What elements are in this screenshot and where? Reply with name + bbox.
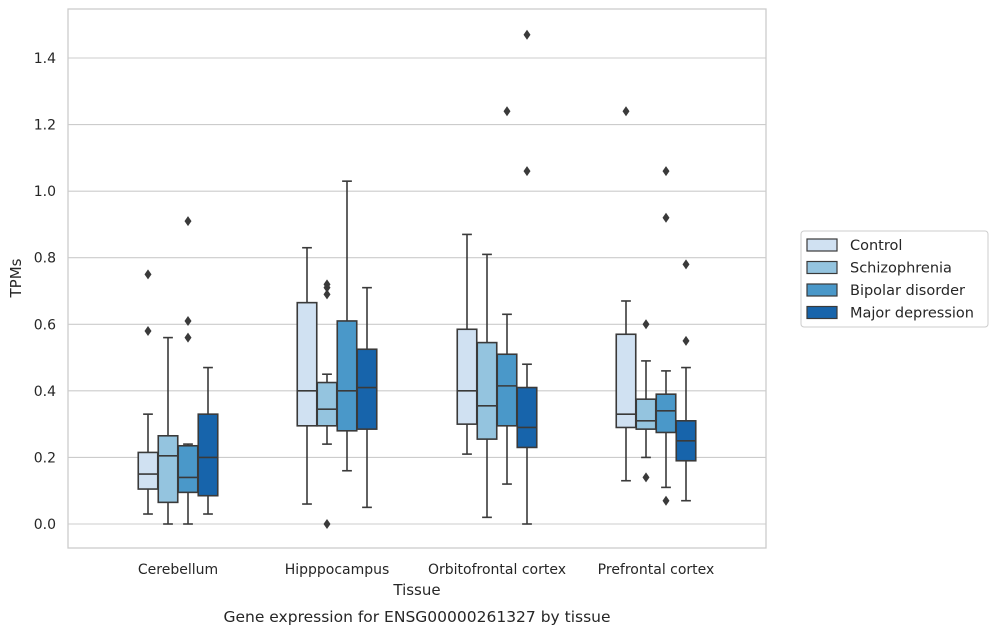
legend-swatch: [806, 260, 838, 275]
legend-swatch: [806, 283, 838, 297]
box: [615, 106, 637, 482]
outlier-point: [642, 472, 650, 483]
box-body: [615, 333, 637, 429]
box-body: [655, 393, 677, 434]
outlier-point: [642, 319, 650, 330]
x-tick-labels: Cerebellum Hipppocampus Orbitofrontal cort…: [138, 562, 714, 578]
box: [137, 269, 159, 515]
y-tick-label: 0.0: [34, 517, 56, 533]
box-body: [476, 341, 498, 440]
box: [655, 166, 677, 506]
legend-entry: Bipolar disorder: [806, 283, 965, 299]
series-control: [137, 106, 637, 515]
box-body: [316, 381, 338, 427]
box-body: [356, 348, 378, 430]
y-tick-label: 0.8: [34, 251, 56, 267]
y-tick-label: 0.6: [34, 317, 56, 333]
y-tick-label: 0.2: [34, 450, 56, 466]
outlier-point: [523, 29, 531, 40]
chart-caption: Gene expression for ENSG00000261327 by t…: [223, 608, 610, 626]
legend-swatch: [806, 305, 838, 320]
outlier-point: [323, 279, 331, 290]
box-body: [496, 353, 518, 427]
legend-label: Major depression: [850, 306, 974, 322]
box: [296, 246, 318, 505]
series-major-depression: [197, 29, 697, 525]
outlier-point: [523, 166, 531, 177]
legend: Control Schizophrenia Bipolar disorder Majo…: [800, 230, 989, 328]
box: [356, 286, 378, 509]
x-axis-label: Tissue: [392, 581, 440, 599]
y-tick-labels: 0.0 0.2 0.4 0.6 0.8 1.0 1.2 1.4: [34, 51, 56, 533]
box-body: [197, 413, 219, 497]
x-tick-label: Orbitofrontal cortex: [428, 562, 566, 578]
box-series: [137, 29, 697, 529]
box-body: [516, 386, 538, 449]
box: [316, 279, 338, 529]
outlier-point: [662, 212, 670, 223]
box-body: [137, 451, 159, 490]
outlier-point: [184, 216, 192, 227]
x-tick-label: Cerebellum: [138, 562, 218, 578]
x-tick-label: Hipppocampus: [285, 562, 390, 578]
legend-entry: Schizophrenia: [806, 260, 952, 277]
outlier-point: [682, 335, 690, 346]
legend-entry: Major depression: [806, 305, 974, 322]
y-tick-label: 0.4: [34, 384, 56, 400]
y-tick-label: 1.4: [34, 51, 56, 67]
outlier-point: [323, 519, 331, 529]
box-body: [296, 301, 318, 427]
box: [635, 319, 657, 483]
outlier-point: [503, 106, 511, 117]
box: [197, 366, 219, 515]
outlier-point: [144, 325, 152, 336]
box: [336, 180, 358, 472]
legend-swatch: [806, 238, 838, 252]
y-tick-label: 1.2: [34, 118, 56, 134]
legend-entry: Control: [806, 238, 902, 254]
y-axis-label: TPMs: [7, 258, 25, 298]
outlier-point: [682, 259, 690, 270]
box-body: [635, 398, 657, 430]
plot-frame: [67, 8, 767, 549]
outlier-point: [622, 106, 630, 117]
box-body: [336, 320, 358, 432]
x-tick-label: Prefrontal cortex: [598, 562, 715, 578]
legend-label: Schizophrenia: [850, 261, 952, 277]
legend-frame: [800, 230, 989, 328]
box-body: [456, 328, 478, 425]
series-bipolar-disorder: [177, 106, 677, 525]
y-tick-label: 1.0: [34, 184, 56, 200]
outlier-point: [184, 332, 192, 343]
legend-label: Bipolar disorder: [850, 283, 965, 299]
outlier-point: [184, 315, 192, 326]
box-body: [157, 434, 179, 504]
outlier-point: [144, 269, 152, 280]
legend-label: Control: [850, 238, 902, 254]
outlier-point: [323, 289, 331, 300]
series-schizophrenia: [157, 253, 657, 529]
box: [675, 259, 697, 502]
outlier-point: [662, 166, 670, 177]
box: [516, 29, 538, 525]
outlier-point: [662, 495, 670, 506]
box-body: [177, 444, 199, 494]
